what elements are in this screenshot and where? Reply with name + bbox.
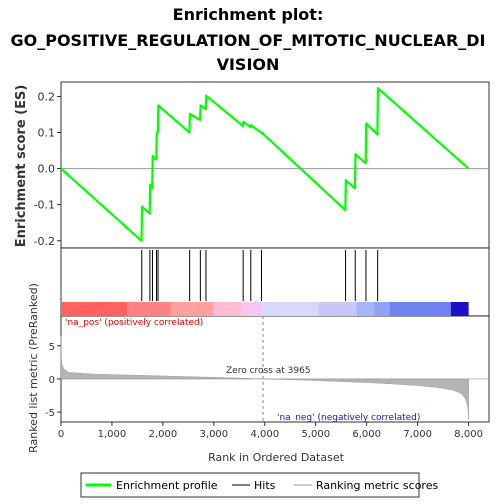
x-tick-label: 0 (58, 429, 64, 440)
xlabel: Rank in Ordered Dataset (208, 451, 345, 464)
metric-ytick-label: 5 (49, 342, 55, 353)
metric-ytick-label: 0 (49, 375, 55, 386)
x-tick-label: 2,000 (149, 429, 178, 440)
chart-title-line2: GO_POSITIVE_REGULATION_OF_MITOTIC_NUCLEA… (10, 31, 485, 50)
x-tick-label: 3,000 (200, 429, 229, 440)
chart-title-line3: VISION (217, 55, 280, 74)
heatmap-segment (374, 302, 390, 316)
legend-profile-label: Enrichment profile (116, 479, 218, 492)
heatmap-segment (356, 302, 375, 316)
heatmap-segment (262, 302, 319, 316)
es-ytick-label: -0.2 (34, 235, 55, 248)
heatmap-segment (213, 302, 242, 316)
metric-panel (60, 315, 490, 423)
ylabel-metric: Ranked list metric (PreRanked) (27, 283, 40, 453)
es-ytick-label: -0.1 (34, 199, 55, 212)
legend-ranking-label: Ranking metric scores (316, 479, 438, 492)
es-ytick-label: 0.0 (38, 163, 56, 176)
heatmap-segment (318, 302, 357, 316)
chart-title-line1: Enrichment plot: (173, 5, 324, 24)
heatmap-segment (389, 302, 451, 316)
heatmap-segment (127, 302, 171, 316)
heatmap-segment (450, 302, 469, 316)
es-panel (60, 81, 490, 249)
heatmap-segment (241, 302, 263, 316)
x-tick-label: 1,000 (98, 429, 127, 440)
es-ytick-label: 0.2 (38, 90, 56, 103)
heatmap-segment (61, 302, 128, 316)
x-tick-label: 5,000 (301, 429, 330, 440)
x-tick-label: 7,000 (403, 429, 432, 440)
annotation-neg: 'na_neg' (negatively correlated) (277, 413, 420, 423)
x-tick-label: 6,000 (352, 429, 381, 440)
heatmap-segment (170, 302, 214, 316)
ranking-metric-area (60, 335, 469, 421)
es-ytick-label: 0.1 (38, 127, 56, 140)
metric-ytick-label: -5 (45, 408, 55, 419)
enrichment-profile-line (60, 87, 470, 242)
annotation-pos: 'na_pos' (positively correlated) (65, 318, 203, 328)
x-tick-label: 8,000 (454, 429, 483, 440)
annotation-zero-cross: Zero cross at 3965 (226, 366, 311, 376)
x-tick-label: 4,000 (250, 429, 279, 440)
legend-hits-label: Hits (254, 479, 276, 492)
ylabel-es: Enrichment score (ES) (14, 85, 29, 248)
